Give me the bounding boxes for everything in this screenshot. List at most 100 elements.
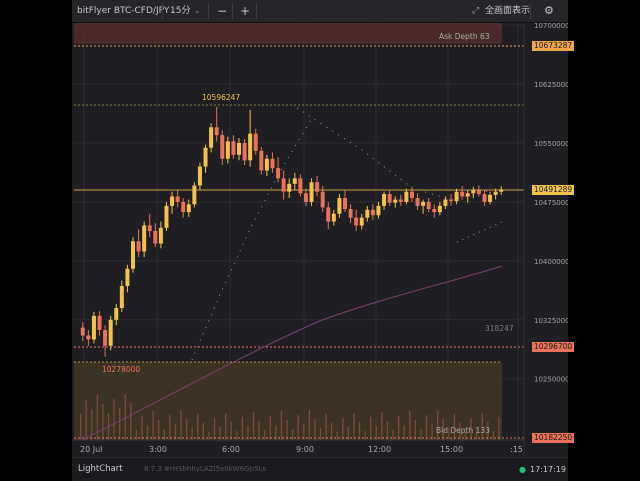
candle xyxy=(471,187,476,198)
candle xyxy=(209,123,214,153)
candle-body xyxy=(465,193,470,197)
last-price-box: 10491289 xyxy=(532,185,575,195)
gear-icon[interactable]: ⚙ xyxy=(544,4,554,17)
volume-bar xyxy=(141,416,143,440)
candle xyxy=(131,237,135,273)
candle-body xyxy=(348,209,353,218)
candle xyxy=(303,188,308,206)
candle-body xyxy=(153,231,158,244)
candle-body xyxy=(365,209,370,218)
candle xyxy=(158,221,163,249)
volume-bar xyxy=(498,417,500,440)
candle-body xyxy=(398,199,403,202)
candle-body xyxy=(253,133,258,151)
candle xyxy=(253,128,258,155)
candle-body xyxy=(220,135,225,159)
volume-bar xyxy=(314,419,316,440)
candle xyxy=(147,213,152,238)
candle-body xyxy=(192,185,197,205)
candle xyxy=(225,136,230,164)
candle xyxy=(281,170,286,200)
clock-label: 17:17:19 xyxy=(530,465,566,474)
candle-body xyxy=(281,178,286,192)
candle xyxy=(86,330,91,346)
volume-bar xyxy=(163,429,165,440)
volume-bar xyxy=(191,428,193,440)
zoom-in-button[interactable]: + xyxy=(240,4,251,18)
volume-bar xyxy=(476,427,478,440)
fullscreen-icon[interactable]: ⤢ xyxy=(472,6,480,16)
candle xyxy=(175,190,180,208)
candle-body xyxy=(298,178,303,194)
zoom-out-button[interactable]: − xyxy=(217,4,228,18)
candle-body xyxy=(315,182,320,192)
y-tick-label: 10700000 xyxy=(534,22,568,30)
volume-bar xyxy=(169,415,171,440)
volume-bar xyxy=(275,425,277,440)
fullscreen-button[interactable]: 全画面表示 xyxy=(485,6,531,16)
candle-body xyxy=(499,189,504,192)
brand-label[interactable]: LightChart xyxy=(78,464,123,474)
chevron-down-icon[interactable]: ⌄ xyxy=(194,6,201,15)
x-tick-label: 20 Jul xyxy=(80,445,102,454)
volume-bar xyxy=(269,416,271,440)
price-chart[interactable]: 20 Jul 3:00 6:00 9:00 12:00 15:00:15 10700000 1… xyxy=(72,0,568,457)
candle-body xyxy=(264,158,269,171)
candle-body xyxy=(437,205,442,213)
candle-body xyxy=(119,286,124,308)
candle-body xyxy=(86,335,91,340)
candle xyxy=(192,182,197,208)
candle-body xyxy=(460,191,465,197)
candle-body xyxy=(382,194,387,206)
volume-bar xyxy=(358,422,361,440)
candle-body xyxy=(387,194,392,203)
volume-bar xyxy=(185,419,188,440)
y-tick-label: 10550000 xyxy=(534,140,568,148)
volume-bar xyxy=(442,419,444,440)
candle-body xyxy=(309,182,314,202)
candle-body xyxy=(242,143,247,161)
volume-bar xyxy=(336,432,338,440)
x-tick-label: 15:00 xyxy=(440,445,463,454)
volume-bar xyxy=(280,411,283,440)
ask-depth-area xyxy=(74,22,502,44)
interval-select[interactable]: 15分 xyxy=(170,6,191,16)
candle-body xyxy=(454,191,459,202)
candle xyxy=(331,209,336,226)
candle-body xyxy=(248,133,253,161)
candle-body xyxy=(449,199,453,202)
volume-bar xyxy=(135,430,138,440)
candle xyxy=(326,201,331,230)
volume-bar xyxy=(286,420,288,440)
volume-bar xyxy=(342,418,344,440)
candle-body xyxy=(331,213,336,222)
symbol-label[interactable]: bitFlyer BTC-CFD/JPY xyxy=(77,6,170,16)
toolbar-divider xyxy=(232,3,233,19)
candle xyxy=(259,146,264,175)
candle xyxy=(437,201,442,216)
candle xyxy=(214,106,219,142)
candle xyxy=(287,178,292,198)
volume-bar xyxy=(158,420,160,440)
side-value-label: 318247 xyxy=(485,324,514,333)
volume-bar xyxy=(291,429,294,440)
candle-body xyxy=(415,198,420,206)
volume-bar xyxy=(370,417,372,440)
candle xyxy=(404,188,409,205)
volume-bar xyxy=(353,413,355,440)
volume-bar xyxy=(487,422,489,440)
candle-body xyxy=(136,241,141,252)
y-tick-label: 10475000 xyxy=(534,199,568,207)
candle xyxy=(186,199,191,217)
candle-body xyxy=(209,127,214,148)
volume-bar xyxy=(152,411,154,440)
candle xyxy=(359,213,364,230)
candle xyxy=(108,315,113,351)
candle xyxy=(315,176,320,197)
volume-bar xyxy=(213,418,216,440)
y-tick-label: 10400000 xyxy=(534,258,568,266)
footer-bar: LightChart 8.7.3 #rHSbhhyLAZl5e0kW6Gp5Ls… xyxy=(72,457,568,481)
candle xyxy=(393,196,398,208)
y-tick-label: 10250000 xyxy=(534,376,568,384)
candle xyxy=(220,130,225,165)
